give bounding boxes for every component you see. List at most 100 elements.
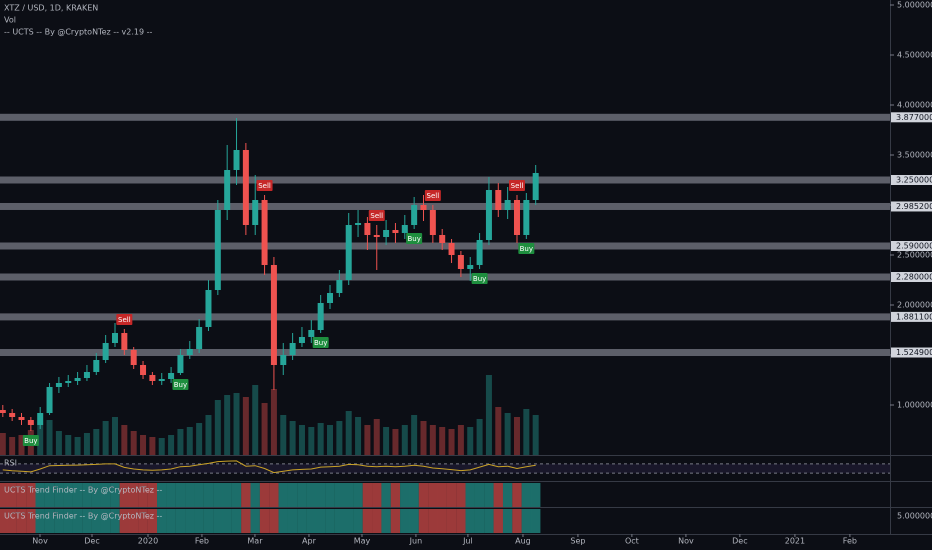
candle-body — [467, 265, 474, 269]
volume-bar — [280, 415, 287, 455]
trend-cell — [353, 509, 363, 533]
volume-bar — [383, 427, 390, 455]
candle-body — [168, 373, 175, 379]
volume-bar — [224, 395, 231, 455]
candle-body — [186, 349, 193, 355]
candle-body — [289, 343, 296, 355]
signal-label: Buy — [24, 437, 37, 445]
volume-bar — [411, 415, 418, 455]
candle-body — [65, 381, 72, 383]
trend-cell — [91, 509, 101, 533]
level-label: 3.87700000 — [896, 113, 932, 122]
trend-cell — [213, 509, 223, 533]
volume-bar — [532, 415, 539, 455]
level-band — [0, 313, 890, 321]
signal-box — [368, 210, 385, 221]
trend-cell — [474, 483, 485, 507]
volume-bar — [65, 435, 72, 455]
candle-body — [196, 327, 203, 349]
trend-cell — [26, 483, 36, 507]
volume-bar — [9, 437, 16, 455]
trend-cell — [353, 483, 363, 507]
candle-body — [27, 420, 34, 425]
trend-cell — [287, 509, 298, 533]
trend-cell — [456, 509, 466, 533]
level-label: 2.98520000 — [896, 202, 932, 211]
trend-cell — [287, 483, 298, 507]
trend-cell — [82, 509, 92, 533]
candle-body — [298, 337, 305, 343]
volume-bar — [168, 435, 175, 455]
trend-cell — [35, 483, 45, 507]
candle-body — [270, 265, 277, 365]
volume-bar — [111, 417, 118, 455]
candle-body — [280, 355, 287, 365]
level-label-box — [891, 311, 932, 322]
signal-box — [406, 233, 423, 244]
candle-body — [130, 350, 137, 365]
volume-bar — [401, 425, 408, 455]
trend-cell — [63, 509, 73, 533]
rsi-line — [2, 460, 536, 474]
volume-bar — [37, 425, 44, 455]
candle-body — [523, 200, 530, 235]
volume-bar — [46, 420, 53, 455]
trend-cell — [231, 509, 242, 533]
candle-body — [495, 190, 502, 210]
signal-label: Sell — [427, 192, 440, 200]
volume-bar — [55, 431, 62, 455]
signal-label: Sell — [258, 182, 271, 190]
volume-bar — [289, 421, 296, 455]
volume-bar — [205, 415, 212, 455]
volume-bar — [158, 438, 165, 455]
trend-cell — [250, 509, 260, 533]
signal-box — [172, 379, 189, 390]
candle-body — [37, 413, 44, 425]
volume-bar — [420, 421, 427, 455]
volume-bar — [102, 421, 109, 455]
trend-cell — [456, 483, 466, 507]
volume-bar — [373, 419, 380, 455]
candle-body — [9, 413, 16, 417]
trend-cell — [128, 483, 139, 507]
signal-box — [471, 273, 488, 284]
trend-cell — [521, 509, 532, 533]
trend-cell — [334, 509, 345, 533]
trend-cell — [194, 483, 204, 507]
level-band — [0, 202, 890, 210]
trend-cell — [530, 509, 541, 533]
signal-box — [508, 180, 525, 191]
volume-bar — [308, 427, 315, 455]
candle-body — [158, 379, 165, 381]
volume-bar — [242, 397, 249, 455]
trend-cell — [63, 483, 73, 507]
candle-body — [513, 200, 520, 235]
level-band — [0, 273, 890, 281]
signal-label: Buy — [174, 381, 187, 389]
volume-bar — [392, 429, 399, 455]
level-label: 3.25000000 — [896, 176, 932, 185]
trend-cell — [222, 509, 232, 533]
trend-cell — [344, 483, 354, 507]
trend-cell — [185, 483, 195, 507]
trend-cell — [390, 509, 401, 533]
volume-bar — [336, 421, 343, 455]
trend-cell — [372, 509, 382, 533]
volume-bar — [429, 425, 436, 455]
trend-cell — [418, 509, 429, 533]
trend-cell — [7, 483, 17, 507]
trend-cell — [418, 483, 429, 507]
volume-bar — [93, 429, 100, 455]
candle-body — [205, 290, 212, 327]
y-tick-label: 5.00000000 — [897, 1, 932, 10]
trend-cell — [381, 483, 391, 507]
candle-body — [401, 225, 408, 233]
trend-cell — [203, 483, 214, 507]
candle-body — [420, 205, 427, 210]
x-tick-label: Jul — [462, 537, 473, 546]
signal-label: Buy — [520, 245, 533, 253]
trend-cell — [175, 509, 186, 533]
level-label: 2.28000000 — [896, 273, 932, 282]
candle-body — [485, 190, 492, 240]
trend-cell — [278, 483, 288, 507]
